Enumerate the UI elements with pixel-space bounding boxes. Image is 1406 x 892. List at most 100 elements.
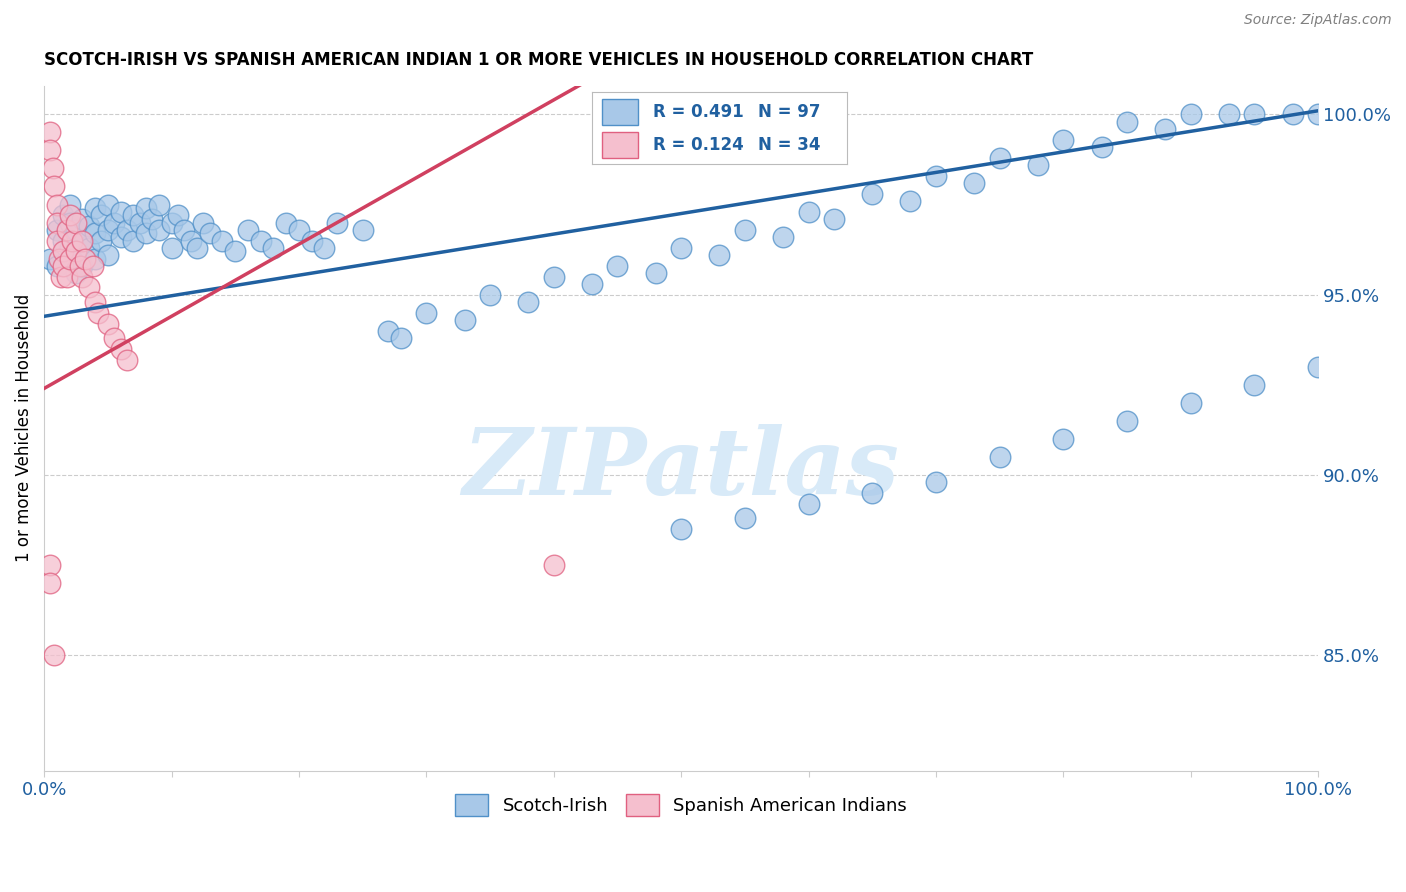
Point [65, 266, 87, 280]
Point [900, 194, 922, 208]
Point [988, 450, 1011, 464]
Point [65, 244, 87, 259]
Point [39, 558, 62, 573]
Point [135, 201, 157, 215]
Point [44, 179, 66, 194]
Point [167, 208, 190, 222]
Legend: Scotch-Irish, Spanish American Indians: Scotch-Irish, Spanish American Indians [449, 787, 914, 823]
Point [39, 252, 62, 266]
Point [415, 306, 437, 320]
Point [122, 208, 145, 222]
Point [1243, 377, 1265, 392]
Point [1026, 158, 1049, 172]
Point [669, 522, 692, 536]
Point [58, 241, 80, 255]
Point [110, 230, 132, 244]
Point [823, 211, 845, 226]
Point [77, 241, 100, 255]
Point [141, 211, 163, 226]
Point [84, 227, 107, 241]
Point [60, 234, 83, 248]
Point [77, 219, 100, 234]
Point [103, 215, 125, 229]
Point [479, 287, 502, 301]
Point [122, 234, 145, 248]
Point [97, 197, 120, 211]
Point [1116, 114, 1139, 128]
Point [925, 475, 948, 490]
Point [97, 223, 120, 237]
Point [48, 252, 70, 266]
Point [236, 223, 259, 237]
Point [860, 486, 883, 500]
Point [45, 215, 67, 229]
Point [42, 161, 65, 176]
Point [45, 259, 67, 273]
Point [56, 269, 79, 284]
Point [58, 197, 80, 211]
Point [97, 248, 120, 262]
Point [115, 223, 138, 237]
Point [249, 234, 271, 248]
Point [180, 234, 202, 248]
Point [110, 204, 132, 219]
Text: Source: ZipAtlas.com: Source: ZipAtlas.com [1244, 13, 1392, 28]
Point [44, 648, 66, 663]
Point [543, 558, 565, 573]
Point [39, 144, 62, 158]
Point [352, 223, 374, 237]
Point [1218, 107, 1240, 121]
Point [925, 169, 948, 183]
Point [52, 234, 75, 248]
Point [224, 244, 246, 259]
Point [193, 215, 215, 229]
Point [77, 280, 100, 294]
Point [86, 306, 108, 320]
Point [211, 234, 233, 248]
Point [97, 317, 120, 331]
Point [84, 252, 107, 266]
Point [45, 223, 67, 237]
Point [186, 241, 208, 255]
Point [797, 204, 820, 219]
Point [860, 186, 883, 201]
Point [581, 277, 603, 291]
Point [262, 241, 284, 255]
Point [110, 342, 132, 356]
Point [73, 252, 96, 266]
Point [52, 244, 75, 259]
Point [1281, 107, 1303, 121]
Point [82, 259, 104, 273]
Point [39, 576, 62, 591]
Point [1090, 140, 1112, 154]
Point [543, 269, 565, 284]
Point [58, 208, 80, 222]
Point [377, 324, 399, 338]
Point [52, 259, 75, 273]
Point [709, 248, 731, 262]
Point [72, 234, 94, 248]
Point [90, 234, 112, 248]
Point [58, 252, 80, 266]
Point [772, 230, 794, 244]
Point [72, 269, 94, 284]
Point [65, 244, 87, 259]
Point [1180, 107, 1202, 121]
Point [326, 215, 349, 229]
Point [160, 215, 183, 229]
Point [135, 227, 157, 241]
Point [314, 241, 336, 255]
Point [58, 215, 80, 229]
Point [606, 259, 628, 273]
Point [84, 294, 107, 309]
Point [517, 294, 540, 309]
Point [52, 208, 75, 222]
Point [301, 234, 323, 248]
Point [1154, 121, 1177, 136]
Point [734, 511, 756, 525]
Point [644, 266, 666, 280]
Point [173, 223, 195, 237]
Point [734, 223, 756, 237]
Point [84, 201, 107, 215]
Point [69, 259, 91, 273]
